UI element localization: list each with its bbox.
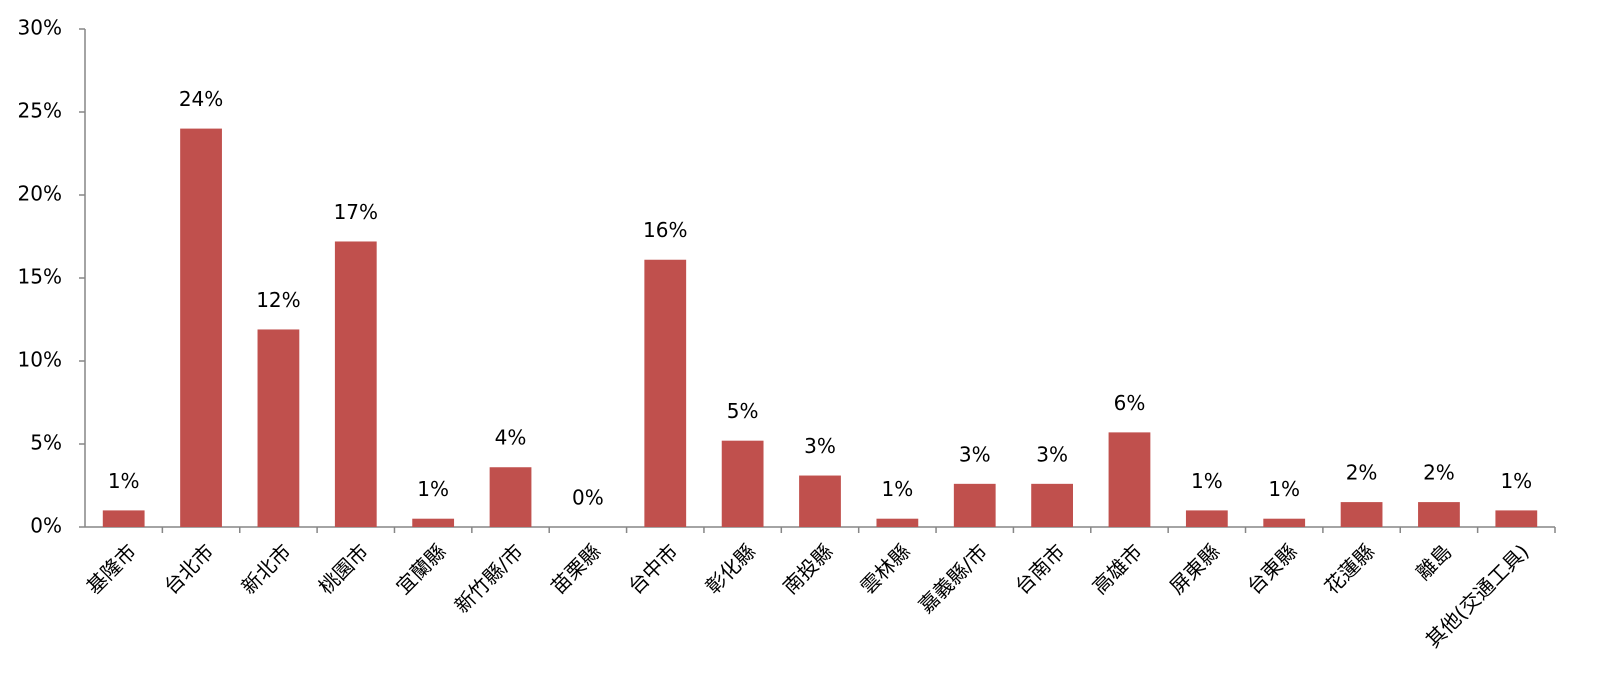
- bar: [257, 329, 300, 527]
- x-tick-label: 花蓮縣: [1320, 539, 1379, 598]
- x-tick-label: 苗栗縣: [546, 539, 605, 598]
- value-label: 3%: [804, 434, 836, 458]
- value-label: 12%: [256, 288, 300, 312]
- bar: [1418, 502, 1460, 527]
- value-label: 5%: [727, 399, 759, 423]
- x-tick-label: 台東縣: [1242, 539, 1301, 598]
- bar: [1263, 518, 1306, 527]
- y-tick-label: 0%: [30, 514, 62, 538]
- x-tick-label: 屏東縣: [1165, 539, 1224, 598]
- bar: [876, 518, 919, 527]
- value-label: 17%: [334, 200, 378, 224]
- value-label: 3%: [959, 442, 991, 466]
- value-label: 2%: [1346, 461, 1378, 485]
- y-tick-label: 10%: [18, 348, 62, 372]
- x-tick-label: 台中市: [623, 539, 682, 598]
- value-label: 1%: [1191, 469, 1223, 493]
- bar: [489, 467, 532, 527]
- y-tick-label: 5%: [30, 431, 62, 455]
- bar: [180, 128, 222, 527]
- x-tick-label: 離島: [1411, 539, 1456, 584]
- x-tick-label: 嘉義縣/市: [914, 539, 992, 617]
- x-tick-label: 台南市: [1010, 539, 1069, 598]
- value-label: 1%: [417, 477, 449, 501]
- value-label: 1%: [1500, 469, 1532, 493]
- bar: [1495, 510, 1538, 527]
- value-label: 1%: [108, 469, 140, 493]
- value-label: 3%: [1036, 442, 1068, 466]
- bar: [334, 241, 377, 528]
- value-label: 16%: [643, 218, 687, 242]
- value-label: 6%: [1114, 391, 1146, 415]
- bar: [412, 518, 455, 527]
- y-tick-label: 30%: [18, 16, 62, 40]
- x-tick-label: 台北市: [159, 539, 218, 598]
- value-label: 0%: [572, 486, 604, 510]
- bar: [799, 475, 841, 527]
- x-tick-label: 南投縣: [778, 539, 837, 598]
- bar: [1185, 510, 1228, 527]
- value-label: 2%: [1423, 461, 1455, 485]
- bar: [721, 440, 764, 527]
- y-tick-label: 15%: [18, 265, 62, 289]
- value-label: 1%: [882, 477, 914, 501]
- value-label: 4%: [495, 426, 527, 450]
- value-label: 1%: [1268, 477, 1300, 501]
- bar: [1031, 483, 1073, 527]
- bar: [102, 510, 145, 527]
- x-tick-label: 基隆市: [82, 539, 141, 598]
- x-tick-label: 彰化縣: [701, 539, 760, 598]
- y-tick-label: 25%: [18, 99, 62, 123]
- bar: [1340, 502, 1383, 527]
- x-tick-label: 雲林縣: [855, 539, 914, 598]
- bar: [1108, 432, 1151, 527]
- bar: [644, 259, 687, 527]
- x-tick-label: 新北市: [236, 539, 295, 598]
- x-tick-label: 高雄市: [1088, 539, 1147, 598]
- x-tick-label: 宜蘭縣: [391, 539, 450, 598]
- y-tick-label: 20%: [18, 182, 62, 206]
- bar: [953, 483, 996, 527]
- x-tick-label: 新竹縣/市: [450, 539, 528, 617]
- value-label: 24%: [179, 87, 223, 111]
- x-tick-label: 桃園市: [314, 539, 373, 598]
